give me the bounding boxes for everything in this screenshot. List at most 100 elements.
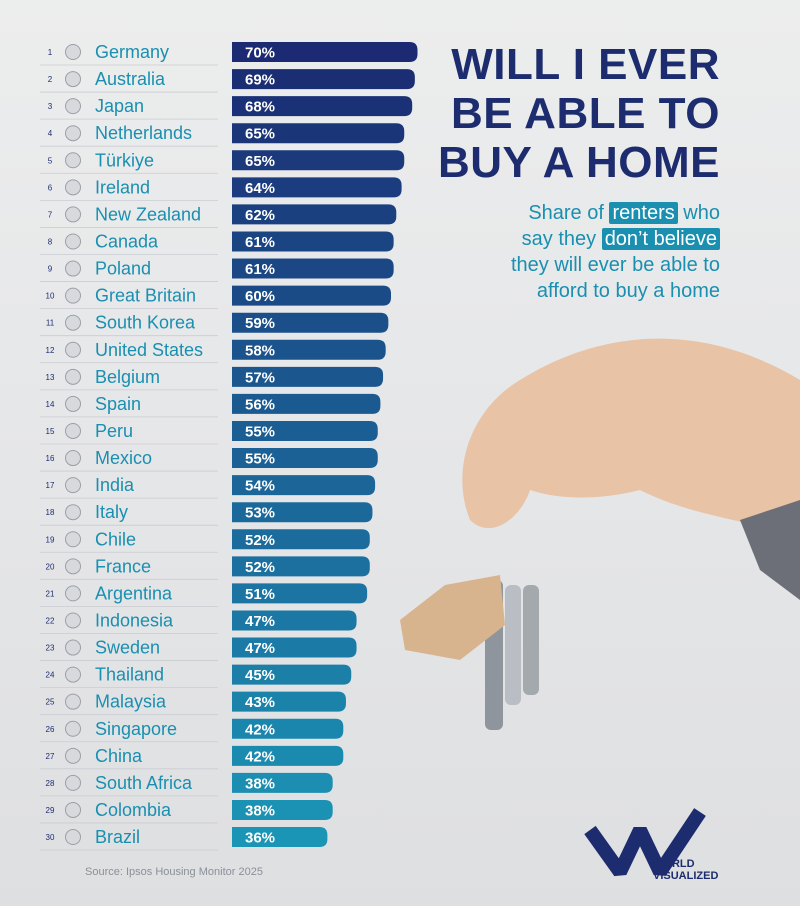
rank-label: 25: [46, 698, 55, 707]
bar: [232, 583, 368, 604]
flag-icon: [65, 747, 81, 764]
bar: [232, 772, 333, 793]
flag-icon: [65, 233, 81, 250]
bar: [232, 637, 357, 658]
bar: [232, 69, 415, 90]
value-label: 47%: [245, 640, 275, 657]
bar: [232, 123, 405, 144]
rank-label: 8: [48, 237, 53, 246]
country-label: Thailand: [95, 665, 164, 685]
rank-label: 15: [46, 427, 55, 436]
country-label: Argentina: [95, 583, 173, 603]
country-label: Australia: [95, 69, 166, 89]
bar: [232, 827, 328, 848]
country-label: Türkiye: [95, 150, 154, 170]
rank-label: 29: [46, 806, 55, 815]
flag-icon: [65, 98, 81, 115]
country-label: Sweden: [95, 638, 160, 658]
rank-label: 3: [48, 102, 53, 111]
rank-label: 10: [46, 292, 55, 301]
value-label: 51%: [245, 586, 275, 603]
flag-icon: [65, 450, 81, 467]
country-label: United States: [95, 340, 203, 360]
bar: [232, 285, 391, 306]
rank-label: 12: [46, 346, 55, 355]
key-illustration: [523, 585, 539, 695]
value-label: 42%: [245, 748, 275, 765]
country-label: India: [95, 475, 135, 495]
rank-label: 18: [46, 508, 55, 517]
subtitle-highlight: renters: [609, 202, 678, 224]
value-label: 43%: [245, 694, 275, 711]
country-label: Ireland: [95, 177, 150, 197]
flag-icon: [65, 504, 81, 521]
bar: [232, 258, 394, 279]
rank-label: 26: [46, 725, 55, 734]
value-label: 61%: [245, 234, 275, 251]
country-label: Indonesia: [95, 610, 174, 630]
rank-label: 28: [46, 779, 55, 788]
flag-icon: [65, 801, 81, 818]
title-line: WILL I EVER: [451, 40, 720, 89]
bar: [232, 610, 357, 631]
flag-icon: [65, 125, 81, 142]
rank-label: 14: [46, 400, 55, 409]
logo: WORLD VISUALIZED: [653, 858, 718, 882]
rank-label: 5: [48, 156, 53, 165]
rank-label: 30: [46, 833, 55, 842]
bar: [232, 664, 352, 685]
flag-icon: [65, 585, 81, 602]
rank-label: 24: [46, 671, 55, 680]
rank-label: 20: [46, 562, 55, 571]
bar: [232, 42, 418, 62]
value-label: 45%: [245, 667, 275, 684]
country-label: China: [95, 746, 143, 766]
title-line: BUY A HOME: [437, 138, 720, 187]
value-label: 69%: [245, 72, 275, 89]
rank-label: 11: [46, 319, 55, 328]
value-label: 36%: [245, 830, 275, 847]
country-label: Netherlands: [95, 123, 192, 143]
value-label: 62%: [245, 207, 275, 224]
value-label: 47%: [245, 613, 275, 630]
value-label: 57%: [245, 369, 275, 386]
flag-icon: [65, 477, 81, 494]
value-label: 38%: [245, 802, 275, 819]
house-keychain-illustration: [400, 575, 505, 660]
bar: [232, 177, 402, 198]
country-label: Great Britain: [95, 286, 196, 306]
country-label: France: [95, 556, 151, 576]
flag-icon: [65, 639, 81, 656]
value-label: 64%: [245, 180, 275, 197]
country-label: Spain: [95, 394, 141, 414]
rank-label: 13: [46, 373, 55, 382]
key-illustration: [505, 585, 521, 705]
hand-illustration: [462, 338, 800, 540]
country-label: Singapore: [95, 719, 177, 739]
flag-icon: [65, 829, 81, 846]
subtitle-text: say they: [521, 228, 597, 250]
title-line: BE ABLE TO: [450, 89, 720, 138]
value-label: 65%: [245, 153, 275, 170]
flag-icon: [65, 422, 81, 439]
value-label: 65%: [245, 126, 275, 143]
rank-label: 7: [48, 210, 53, 219]
flag-icon: [65, 152, 81, 169]
value-label: 68%: [245, 99, 275, 116]
value-label: 59%: [245, 315, 275, 332]
subtitle-text: they will ever be able to: [510, 254, 720, 276]
country-label: Canada: [95, 231, 159, 251]
bar: [232, 556, 370, 577]
flag-icon: [65, 314, 81, 331]
logo-text: WORLD: [653, 858, 695, 870]
country-label: Poland: [95, 259, 151, 279]
bar: [232, 204, 397, 225]
value-label: 42%: [245, 721, 275, 738]
bar: [232, 231, 394, 252]
flag-icon: [65, 666, 81, 683]
country-label: Belgium: [95, 367, 160, 387]
value-label: 61%: [245, 261, 275, 278]
flag-icon: [65, 612, 81, 629]
bar: [232, 691, 346, 712]
